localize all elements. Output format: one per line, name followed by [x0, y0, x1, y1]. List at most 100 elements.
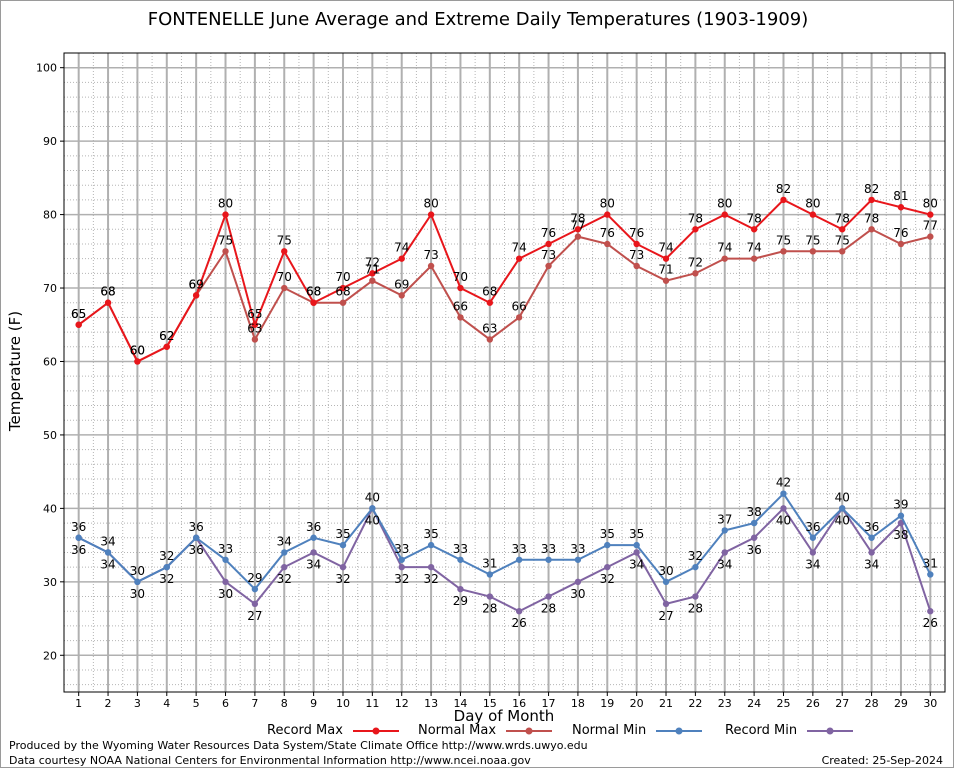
data-point	[222, 578, 229, 586]
data-point	[809, 549, 817, 556]
data-point	[134, 358, 141, 365]
series-line	[78, 198, 931, 363]
data-label: 74	[394, 241, 409, 255]
legend-swatch-record-max	[352, 727, 399, 734]
data-label: 35	[600, 527, 615, 541]
data-point	[339, 541, 347, 549]
data-label: 27	[247, 609, 262, 623]
data-point	[545, 240, 552, 248]
data-label: 73	[541, 248, 556, 262]
data-label: 36	[746, 543, 761, 557]
data-label: 30	[218, 587, 233, 601]
legend-item-normal-min: Normal Min	[572, 723, 703, 738]
data-point	[486, 571, 494, 578]
data-labels: 6568606269806575687072748070687476788076…	[71, 182, 938, 630]
data-label: 29	[453, 594, 468, 608]
data-point	[633, 541, 640, 549]
data-label: 34	[100, 534, 115, 548]
footer-produced-by: Produced by the Wyoming Water Resources …	[9, 739, 588, 752]
data-label: 78	[746, 211, 761, 225]
data-label: 37	[717, 512, 732, 526]
data-label: 80	[600, 197, 615, 211]
x-tick-label: 8	[281, 697, 288, 710]
data-point	[574, 233, 582, 240]
data-label: 40	[776, 513, 791, 527]
data-label: 68	[306, 285, 321, 299]
y-tick-label: 20	[43, 649, 57, 662]
data-label: 76	[629, 226, 644, 240]
data-label: 33	[218, 542, 233, 556]
data-label: 68	[306, 285, 321, 299]
data-point	[574, 578, 582, 586]
data-point	[192, 534, 200, 541]
data-point	[839, 226, 846, 233]
data-point	[662, 578, 670, 586]
data-label: 62	[159, 329, 174, 343]
data-label: 38	[746, 505, 761, 519]
data-point	[750, 519, 758, 527]
data-label: 63	[482, 321, 497, 335]
data-label: 34	[100, 557, 115, 571]
x-tick-label: 19	[600, 697, 614, 710]
data-point	[692, 593, 699, 600]
data-point	[868, 549, 875, 556]
data-point	[398, 255, 405, 262]
x-tick-label: 2	[105, 697, 112, 710]
data-point	[339, 299, 347, 306]
data-label: 32	[600, 572, 615, 586]
data-label: 39	[893, 498, 908, 512]
data-point	[369, 277, 376, 284]
x-tick-label: 26	[806, 697, 820, 710]
data-label: 40	[835, 490, 850, 504]
data-point	[163, 563, 170, 571]
data-point	[427, 262, 435, 270]
data-label: 74	[658, 241, 673, 255]
data-label: 68	[100, 285, 115, 299]
data-point	[545, 593, 552, 600]
legend-swatch-record-min	[807, 727, 854, 734]
data-point	[927, 608, 934, 615]
data-point	[633, 240, 640, 248]
data-label: 68	[335, 285, 350, 299]
data-point	[486, 593, 494, 600]
data-point	[604, 563, 611, 571]
data-label: 66	[453, 299, 468, 313]
data-label: 77	[923, 219, 938, 233]
data-point	[486, 336, 494, 343]
x-tick-label: 7	[251, 697, 258, 710]
data-point	[721, 255, 728, 262]
data-label: 33	[570, 542, 585, 556]
data-point	[897, 512, 905, 519]
data-point	[927, 211, 934, 218]
data-label: 26	[512, 616, 527, 630]
data-label: 81	[893, 189, 908, 203]
legend-item-record-max: Record Max	[267, 723, 399, 738]
data-point	[574, 556, 582, 563]
data-point	[251, 336, 259, 343]
data-label: 75	[776, 233, 791, 247]
data-label: 30	[130, 587, 145, 601]
data-label: 71	[658, 263, 673, 277]
data-point	[662, 600, 670, 608]
data-label: 75	[277, 233, 292, 247]
x-tick-label: 14	[453, 697, 467, 710]
data-point	[222, 556, 229, 563]
data-label: 75	[218, 233, 233, 247]
data-label: 32	[394, 572, 409, 586]
data-point	[809, 248, 817, 255]
x-tick-label: 20	[630, 697, 644, 710]
data-point	[839, 505, 846, 512]
data-label: 31	[482, 556, 497, 570]
data-label: 32	[159, 572, 174, 586]
legend-label-normal-min: Normal Min	[572, 723, 647, 738]
legend-label-normal-max: Normal Max	[418, 723, 497, 738]
data-point	[398, 563, 405, 571]
data-point	[339, 284, 347, 292]
data-point	[222, 248, 229, 255]
data-point	[809, 534, 817, 541]
x-tick-label: 22	[688, 697, 702, 710]
data-label: 72	[365, 255, 380, 269]
data-label: 78	[688, 211, 703, 225]
data-point	[192, 292, 200, 299]
